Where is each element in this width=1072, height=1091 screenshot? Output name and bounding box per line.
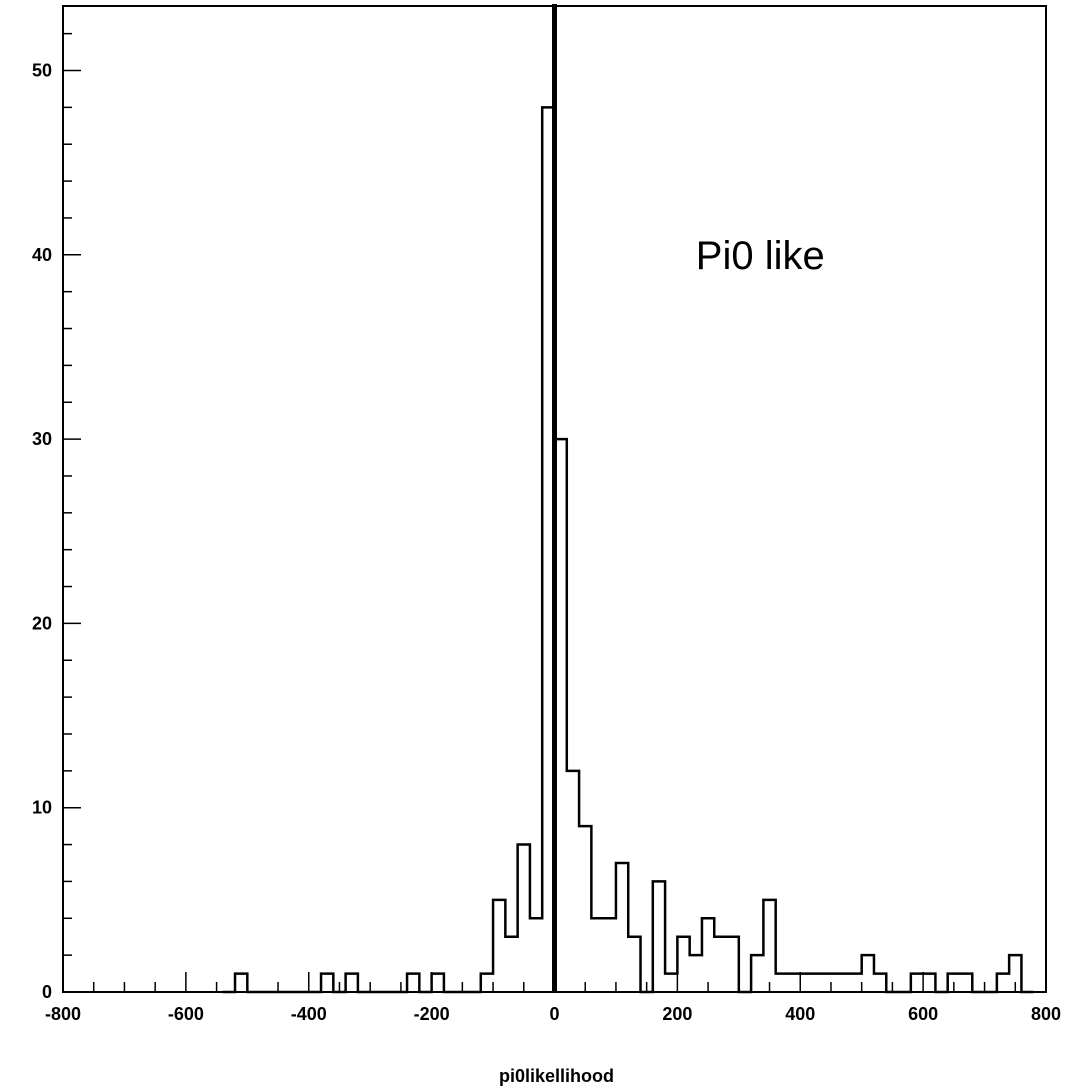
histogram-outline: [222, 106, 1034, 994]
x-axis-title: pi0likellihood: [499, 1066, 614, 1086]
x-tick-label: -200: [414, 1004, 450, 1024]
x-axis: -800 -600 -400 -200 0 200 400 600 800: [45, 972, 1061, 1024]
y-tick-label: 50: [32, 61, 52, 81]
y-tick-label: 40: [32, 245, 52, 265]
x-tick-label: -800: [45, 1004, 81, 1024]
y-axis: 0 10 20 30 40 50: [32, 32, 81, 1002]
x-tick-label: 600: [908, 1004, 938, 1024]
x-tick-label: 200: [662, 1004, 692, 1024]
x-tick-label: 800: [1031, 1004, 1061, 1024]
x-tick-label: 400: [785, 1004, 815, 1024]
x-tick-label: -400: [291, 1004, 327, 1024]
y-tick-label: 0: [42, 982, 52, 1002]
y-tick-label: 30: [32, 429, 52, 449]
x-tick-label: 0: [549, 1004, 559, 1024]
y-tick-label: 20: [32, 613, 52, 633]
x-tick-label: -600: [168, 1004, 204, 1024]
y-tick-label: 10: [32, 798, 52, 818]
annotation-label: Pi0 like: [696, 234, 825, 278]
